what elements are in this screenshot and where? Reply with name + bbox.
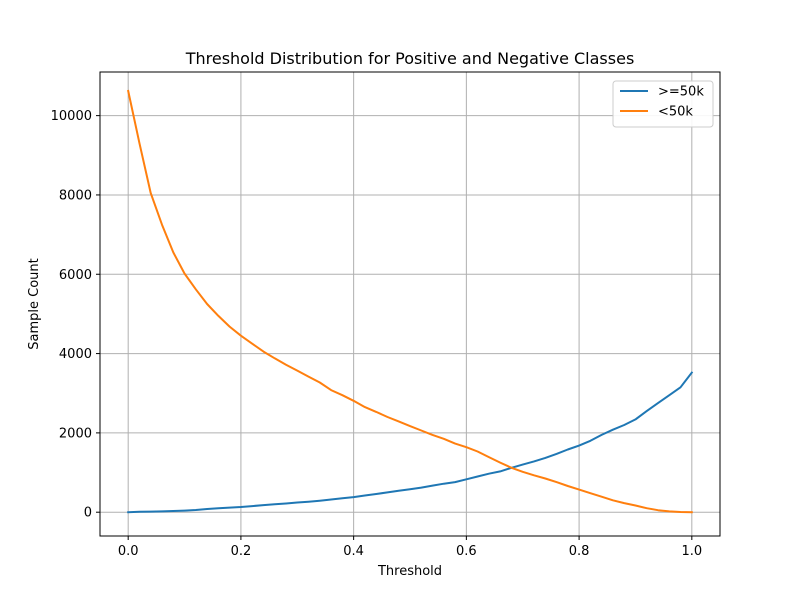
x-tick-label: 0.6 [456,544,477,559]
legend-label: >=50k [658,85,704,100]
axis-ticks: 0.0 0.2 0.4 0.6 0.8 1.0 0 2000 4000 6000 8000 10000 [51,109,703,559]
x-tick-label: 0.4 [343,544,364,559]
y-tick-label: 2000 [59,426,92,441]
plot-frame [99,71,721,537]
x-axis-label: Threshold [377,564,442,579]
series-line-0 [127,371,694,514]
legend-label: <50k [658,105,693,120]
y-tick-label: 0 [84,506,92,521]
x-tick-label: 1.0 [681,544,702,559]
x-tick-label: 0.8 [569,544,590,559]
grid [100,72,720,536]
x-tick-label: 0.2 [231,544,252,559]
chart-title: Threshold Distribution for Positive and … [185,49,635,68]
y-tick-label: 8000 [59,188,92,203]
series-lines [127,89,694,514]
legend-box [612,80,714,128]
y-axis-label: Sample Count [27,258,42,349]
y-tick-label: 6000 [59,268,92,283]
y-tick-label: 10000 [51,109,92,124]
y-tick-label: 4000 [59,347,92,362]
series-line-1 [127,89,693,514]
legend: >=50k <50k [612,80,714,128]
x-tick-label: 0.0 [118,544,139,559]
